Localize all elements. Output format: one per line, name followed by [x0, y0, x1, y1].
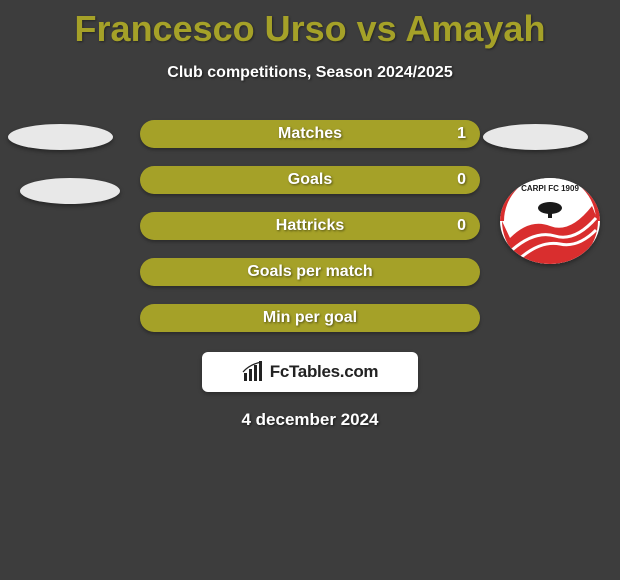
page-title: Francesco Urso vs Amayah: [0, 0, 620, 50]
stat-bars: Matches 1 Goals 0 Hattricks 0 Goals per …: [140, 120, 480, 332]
stat-bar-matches: Matches 1: [140, 120, 480, 148]
logo-text: FcTables.com: [270, 362, 379, 382]
player-photo-left-1: [8, 124, 113, 150]
stat-label: Hattricks: [276, 217, 344, 235]
stat-value: 0: [457, 171, 466, 189]
player-photo-right: [483, 124, 588, 150]
site-logo[interactable]: FcTables.com: [202, 352, 418, 392]
stat-label: Goals per match: [247, 263, 372, 281]
stat-bar-min-per-goal: Min per goal: [140, 304, 480, 332]
stat-bar-hattricks: Hattricks 0: [140, 212, 480, 240]
stat-value: 0: [457, 217, 466, 235]
player-photo-left-2: [20, 178, 120, 204]
stat-bar-goals-per-match: Goals per match: [140, 258, 480, 286]
date: 4 december 2024: [0, 410, 620, 430]
bar-chart-icon: [242, 361, 264, 383]
club-badge: CARPI FC 1909: [500, 178, 600, 264]
stat-label: Matches: [278, 125, 342, 143]
stat-label: Min per goal: [263, 309, 357, 327]
club-badge-icon: CARPI FC 1909: [500, 178, 600, 264]
subtitle: Club competitions, Season 2024/2025: [0, 64, 620, 82]
svg-text:CARPI FC 1909: CARPI FC 1909: [521, 184, 579, 193]
stat-value: 1: [457, 125, 466, 143]
stat-label: Goals: [288, 171, 332, 189]
stat-bar-goals: Goals 0: [140, 166, 480, 194]
